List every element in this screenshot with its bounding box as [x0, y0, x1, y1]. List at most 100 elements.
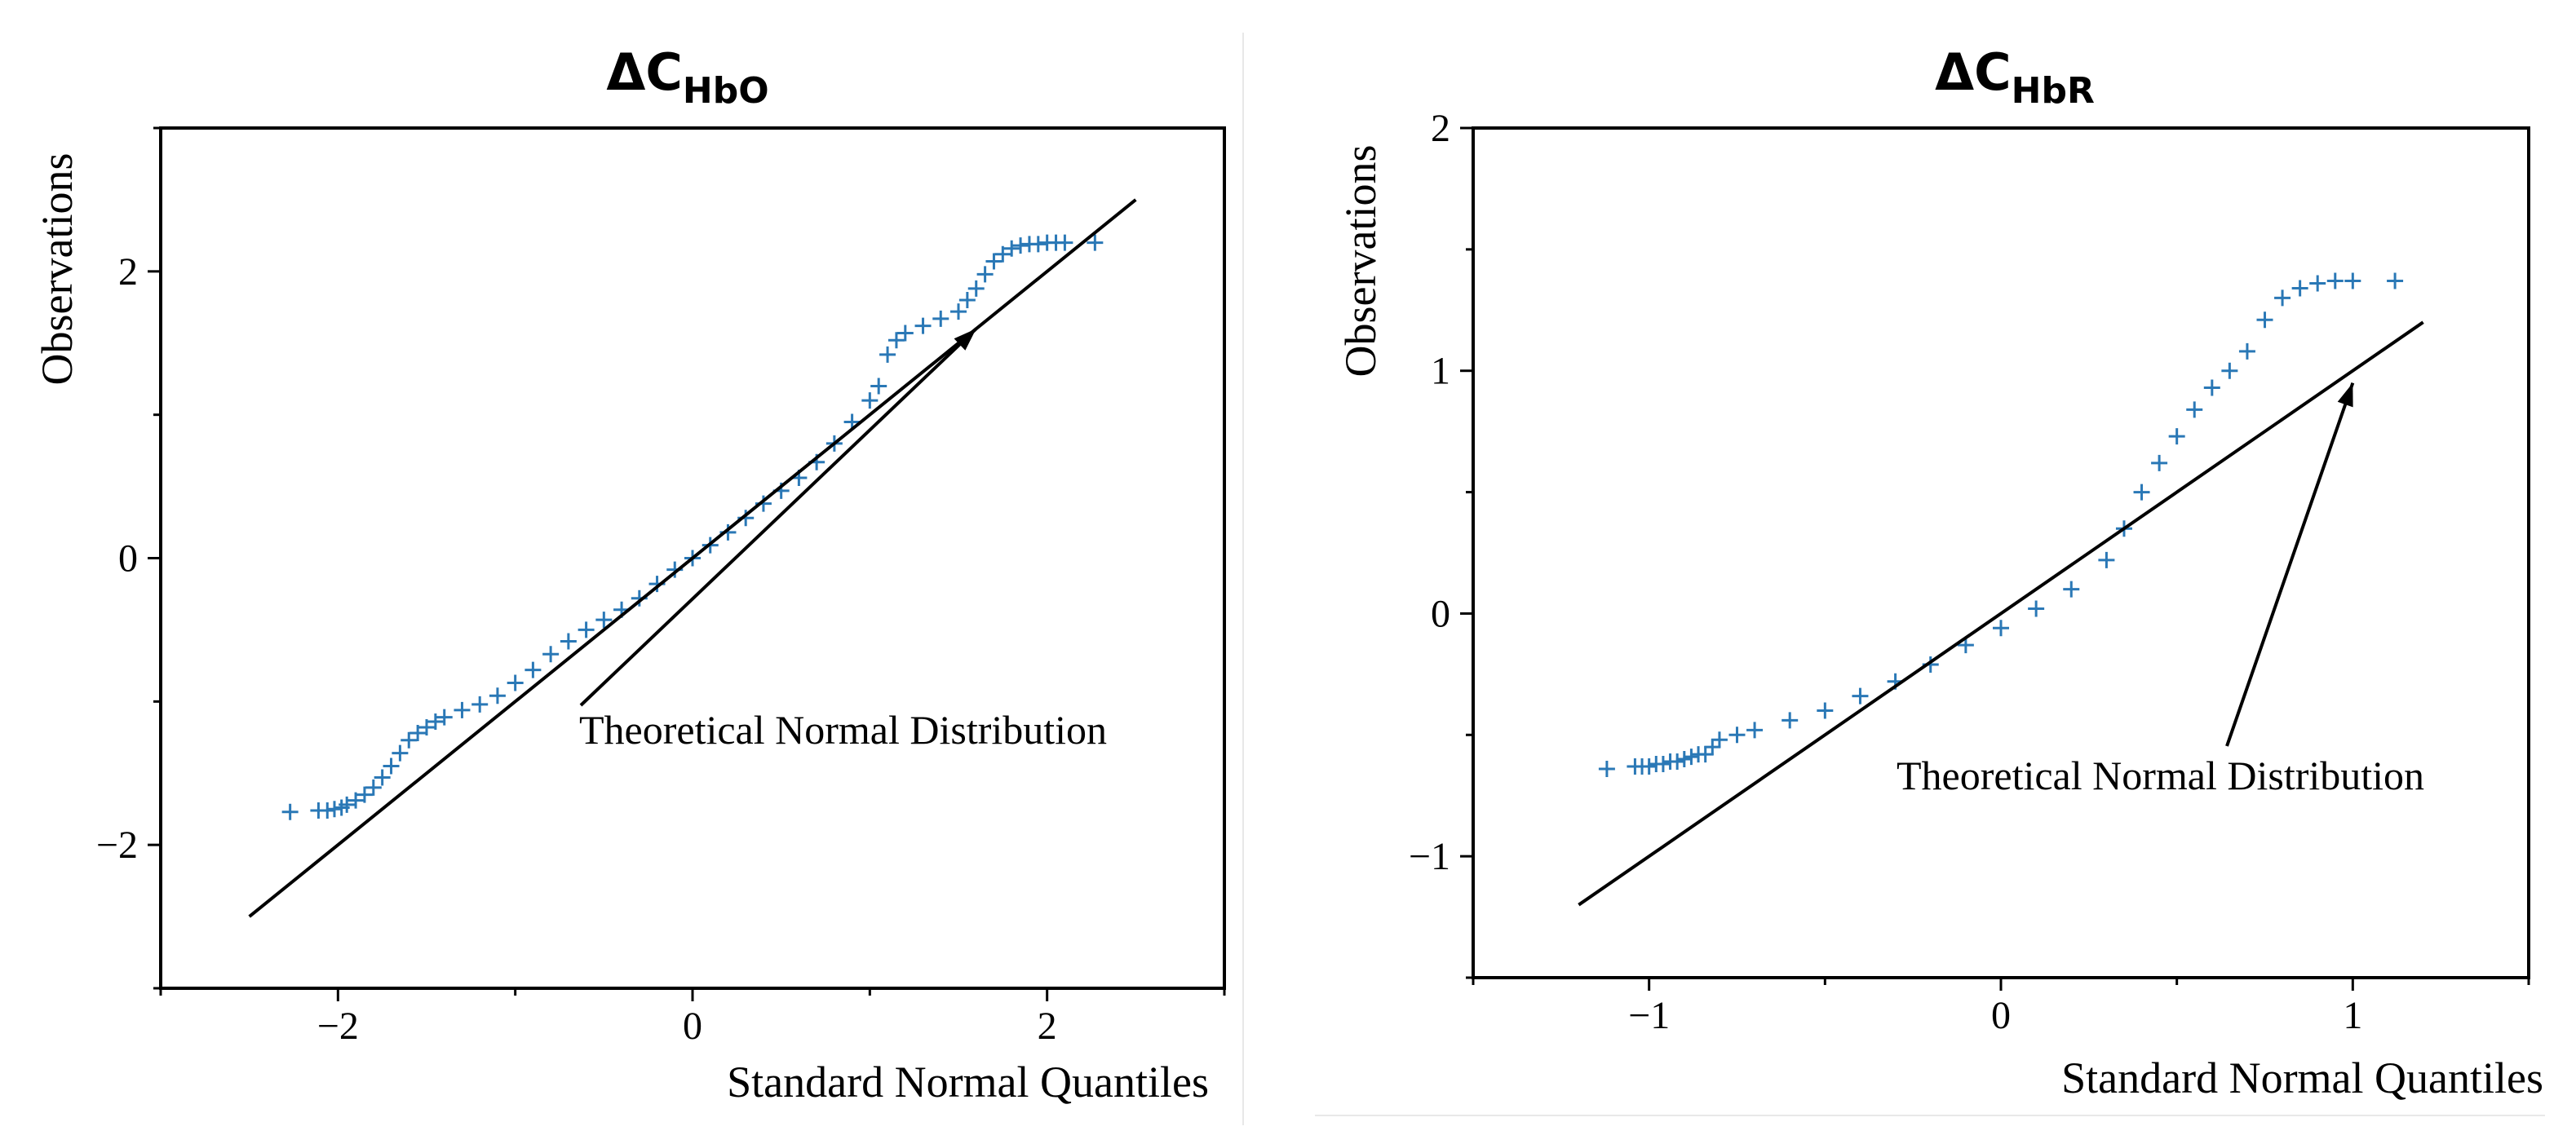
data-point: [1012, 237, 1029, 254]
data-point: [339, 796, 356, 813]
annotation-arrowhead: [954, 329, 976, 351]
data-point: [401, 731, 418, 749]
data-point: [2186, 401, 2203, 418]
data-point: [932, 310, 949, 327]
title-prefix: ΔC: [1935, 42, 2011, 102]
data-point: [1817, 702, 1834, 719]
data-point: [2291, 280, 2308, 297]
title-subscript: HbO: [683, 70, 769, 112]
data-point: [914, 317, 932, 334]
x-tick-label: 1: [2343, 994, 2362, 1037]
data-point: [595, 612, 613, 629]
data-points: [281, 234, 1104, 820]
data-point: [1654, 756, 1671, 773]
data-point: [1683, 749, 1700, 766]
data-point: [383, 758, 400, 775]
y-axis-label: Observations: [1336, 145, 1385, 378]
qq-plot-hbr: ΔCHbR −1 0 1 −1 0 1 2 Theoretical Normal Distr…: [1336, 42, 2543, 1102]
data-point: [879, 346, 896, 363]
annotation-text: Theoretical Normal Distribution: [579, 707, 1107, 753]
data-point: [985, 253, 1003, 270]
data-point: [2151, 454, 2168, 471]
data-point: [2098, 551, 2115, 568]
data-point: [454, 701, 471, 718]
data-point: [542, 646, 560, 663]
data-point: [1728, 727, 1746, 744]
y-tick-label: 0: [1431, 592, 1450, 635]
data-point: [436, 709, 453, 726]
data-point: [365, 779, 382, 796]
data-point: [356, 786, 373, 803]
data-point: [976, 266, 994, 283]
data-point: [1029, 236, 1047, 253]
data-point: [392, 744, 409, 762]
data-point: [958, 292, 976, 308]
data-point: [1782, 712, 1799, 729]
data-point: [2133, 484, 2150, 501]
y-tick-label: 2: [1431, 107, 1450, 150]
annotation-text: Theoretical Normal Distribution: [1897, 753, 2424, 798]
data-point: [409, 725, 427, 742]
data-point: [2028, 600, 2045, 617]
data-point: [1711, 731, 1728, 749]
data-point: [994, 245, 1011, 263]
data-point: [2309, 275, 2326, 292]
data-point: [2168, 428, 2185, 445]
data-point: [950, 303, 967, 320]
data-points: [1598, 272, 2404, 777]
x-tick-label: 2: [1038, 1005, 1057, 1048]
data-point: [578, 621, 595, 638]
annotation-arrow: [579, 327, 978, 707]
data-point: [1598, 760, 1615, 777]
data-point: [507, 674, 524, 691]
data-point: [896, 325, 914, 342]
reference-line: [248, 198, 1137, 918]
x-tick-label: 0: [1991, 994, 2011, 1037]
x-axis-label: Standard Normal Quantiles: [2061, 1053, 2543, 1102]
data-point: [870, 378, 887, 395]
data-point: [2344, 272, 2361, 289]
data-point: [325, 801, 343, 818]
data-point: [1852, 687, 1869, 705]
x-tick-label: 0: [683, 1005, 702, 1048]
y-tick-label: 2: [118, 250, 138, 294]
data-point: [2256, 311, 2273, 329]
data-point: [319, 802, 336, 819]
x-tick-label: −1: [1628, 994, 1670, 1037]
qq-plot-hbo: ΔCHbO −2 0 2 −2 0 2 Theoretical Normal Distri…: [33, 42, 1226, 1106]
axis-ticks: −1 0 1 −1 0 1 2: [1409, 107, 2530, 1037]
data-point: [1675, 751, 1693, 768]
data-point: [1669, 753, 1686, 771]
title-prefix: ΔC: [606, 42, 682, 102]
data-point: [967, 280, 985, 297]
data-point: [2326, 272, 2344, 289]
data-point: [560, 633, 577, 650]
data-point: [347, 792, 365, 809]
chart-title: ΔCHbO: [606, 42, 768, 112]
data-point: [1993, 620, 2009, 637]
y-tick-label: 0: [118, 537, 138, 581]
data-point: [1640, 758, 1658, 775]
data-point: [2221, 362, 2238, 379]
axis-ticks: −2 0 2 −2 0 2: [96, 126, 1226, 1048]
plot-frame: [1472, 126, 2530, 979]
data-point: [2274, 289, 2291, 307]
title-subscript: HbR: [2012, 70, 2095, 112]
data-point: [1746, 722, 1764, 739]
y-axis-label: Observations: [33, 153, 82, 386]
data-point: [418, 718, 435, 735]
data-point: [1056, 234, 1073, 251]
y-tick-label: −1: [1409, 835, 1450, 878]
chart-title: ΔCHbR: [1935, 42, 2095, 112]
data-point: [2203, 379, 2220, 396]
y-tick-label: 1: [1431, 350, 1450, 393]
data-point: [427, 713, 444, 730]
data-point: [861, 392, 879, 409]
data-point: [1697, 746, 1714, 763]
data-point: [471, 696, 489, 713]
y-tick-label: −2: [96, 824, 138, 867]
data-point: [2238, 342, 2255, 360]
data-point: [1003, 240, 1020, 257]
reference-line: [1578, 320, 2424, 907]
